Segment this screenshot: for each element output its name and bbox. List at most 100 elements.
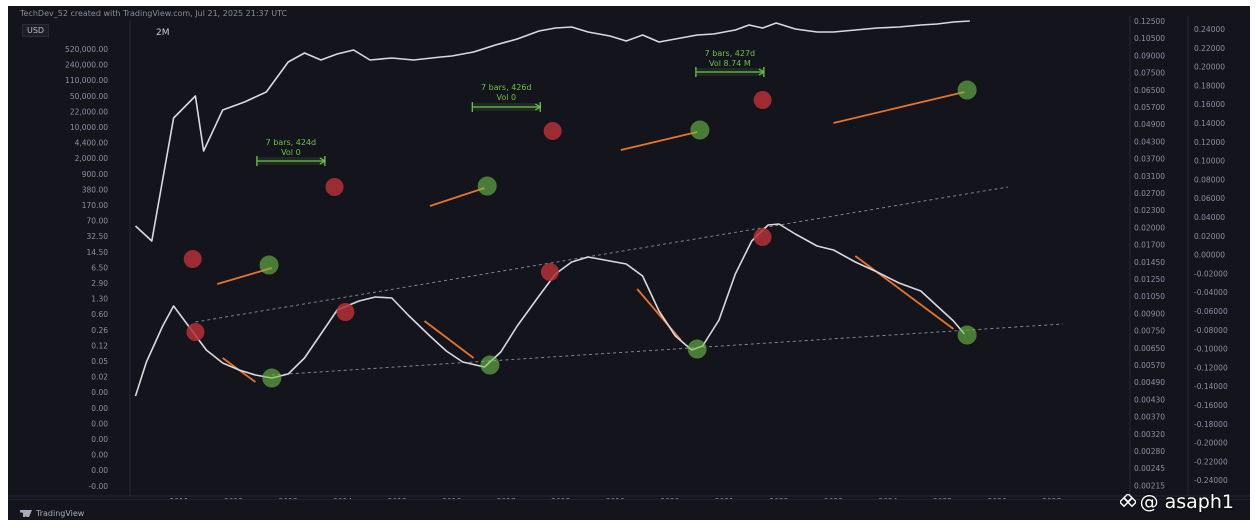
trough-marker xyxy=(957,325,977,345)
left-axis-tick-label: 2.90 xyxy=(91,279,108,288)
left-axis-tick-label: 70.00 xyxy=(87,217,109,226)
left-axis-tick-label: 0.12 xyxy=(91,341,108,350)
right-axis-tick-label: -0.04000 xyxy=(1194,288,1228,297)
annotation-bars-text: 7 bars, 424d xyxy=(266,138,317,147)
right-axis-tick-label: -0.08000 xyxy=(1194,326,1228,335)
peak-marker xyxy=(325,178,344,196)
left-axis-tick-label: 0.00 xyxy=(91,435,108,444)
tradingview-brand-text: TradingView xyxy=(36,509,85,518)
mid-axis-tick-label: 0.00245 xyxy=(1134,464,1165,473)
currency-badge[interactable]: USD xyxy=(22,24,50,37)
mid-axis-tick-label: 0.04300 xyxy=(1134,137,1165,146)
mid-axis-tick-label: 0.09000 xyxy=(1134,51,1165,60)
left-axis-tick-label: -0.00 xyxy=(89,482,109,491)
right-axis-tick-label: -0.14000 xyxy=(1194,382,1228,391)
right-axis-tick-label: 0.04000 xyxy=(1194,213,1225,222)
left-axis-tick-label: 240,000.00 xyxy=(65,61,108,70)
mid-axis-tick-label: 0.01450 xyxy=(1134,258,1165,267)
left-axis-tick-label: 110,000.00 xyxy=(65,76,108,85)
right-axis-tick-label: -0.06000 xyxy=(1194,307,1228,316)
right-axis-tick-label: 0.00000 xyxy=(1194,251,1225,260)
trough-marker xyxy=(480,355,500,375)
right-axis-tick-label: 0.06000 xyxy=(1194,194,1225,203)
mid-axis-tick-label: 0.02000 xyxy=(1134,223,1165,232)
tradingview-logo[interactable]: TradingView xyxy=(20,509,84,518)
orange-trend-segment xyxy=(423,320,475,359)
mid-axis-tick-label: 0.12500 xyxy=(1134,17,1165,26)
annotation-volume-text: Vol 0 xyxy=(281,148,301,157)
orange-trend-segment xyxy=(620,131,698,151)
left-axis-tick-label: 170.00 xyxy=(82,201,108,210)
right-axis-tick-label: 0.10000 xyxy=(1194,157,1225,166)
range-bracket-arrow xyxy=(534,103,542,111)
mid-axis-tick-label: 0.03700 xyxy=(1134,155,1165,164)
mid-axis-tick-label: 0.00215 xyxy=(1134,481,1165,490)
peak-marker xyxy=(753,228,772,246)
oscillator-series-line xyxy=(134,223,966,397)
annotation-bars-text: 7 bars, 427d xyxy=(705,49,756,58)
chart-svg[interactable]: 520,000.00 240,000.00 110,000.00 50,000.00 2… xyxy=(8,6,1250,520)
right-axis-tick-label: 0.16000 xyxy=(1194,100,1225,109)
left-axis-tick-label: 32.50 xyxy=(87,232,109,241)
annotation-bars-text: 7 bars, 426d xyxy=(481,83,532,92)
diamond-logo-icon xyxy=(1119,494,1136,508)
trough-marker xyxy=(477,176,497,196)
left-axis-tick-label: 0.00 xyxy=(91,404,108,413)
left-axis-tick-label: 50,000.00 xyxy=(70,92,108,101)
peak-marker xyxy=(183,250,202,268)
right-axis-tick-label: 0.18000 xyxy=(1194,81,1225,90)
footer-bar: TradingView xyxy=(8,499,1250,520)
right-axis-tick-label: -0.18000 xyxy=(1194,420,1228,429)
mid-axis-tick-label: 0.00900 xyxy=(1134,309,1165,318)
orange-trend-segment xyxy=(429,187,485,207)
left-axis-tick-label: 0.00 xyxy=(91,466,108,475)
left-axis-tick-label: 6.50 xyxy=(91,263,108,272)
mid-axis-tick-label: 0.00490 xyxy=(1134,378,1165,387)
right-axis-tick-label: 0.24000 xyxy=(1194,25,1225,34)
left-axis-tick-label: 380.00 xyxy=(82,185,108,194)
left-axis-tick-label: 10,000.00 xyxy=(70,123,108,132)
peak-marker xyxy=(753,91,772,109)
left-axis-tick-label: 0.00 xyxy=(91,451,108,460)
mid-axis-tick-label: 0.00650 xyxy=(1134,344,1165,353)
trough-marker xyxy=(259,255,279,275)
left-axis-tick-label: 0.00 xyxy=(91,419,108,428)
left-axis-tick-label: 520,000.00 xyxy=(65,45,108,54)
trough-marker xyxy=(687,339,707,359)
right-axis-tick-label: -0.22000 xyxy=(1194,457,1228,466)
mid-axis-tick-label: 0.03100 xyxy=(1134,172,1165,181)
tradingview-mark-icon xyxy=(20,510,32,517)
left-axis-tick-label: 900.00 xyxy=(82,170,108,179)
left-axis-tick-label: 4,400.00 xyxy=(75,139,109,148)
right-axis-tick-label: -0.02000 xyxy=(1194,269,1228,278)
right-axis-tick-label: 0.02000 xyxy=(1194,232,1225,241)
right-axis-tick-label: -0.10000 xyxy=(1194,345,1228,354)
right-axis-tick-label: 0.22000 xyxy=(1194,44,1225,53)
watermark-handle: @ asaph1 xyxy=(1139,491,1234,513)
mid-axis-tick-label: 0.02700 xyxy=(1134,189,1165,198)
attribution-text: TechDev_52 created with TradingView.com,… xyxy=(20,9,288,18)
right-axis-tick-label: -0.16000 xyxy=(1194,401,1228,410)
watermark: @ asaph1 xyxy=(1119,491,1234,513)
left-axis-tick-label: 14.50 xyxy=(87,248,109,257)
range-bracket-fill xyxy=(256,157,325,165)
range-bracket-arrow xyxy=(758,68,766,76)
right-axis-tick-label: -0.24000 xyxy=(1194,476,1228,485)
mid-axis-tick-label: 0.05700 xyxy=(1134,103,1165,112)
range-bracket-fill xyxy=(695,68,764,76)
trough-marker xyxy=(690,120,710,140)
right-axis-tick-label: -0.12000 xyxy=(1194,363,1228,372)
peak-marker xyxy=(540,263,559,281)
right-axis-tick-label: 0.20000 xyxy=(1194,63,1225,72)
trough-marker xyxy=(957,80,977,100)
left-axis-tick-label: 1.30 xyxy=(91,295,108,304)
left-axis-tick-label: 22,000.00 xyxy=(70,107,108,116)
peak-marker xyxy=(186,323,205,341)
price-series-line xyxy=(134,20,970,242)
peak-marker xyxy=(336,303,355,321)
right-axis-tick-label: -0.20000 xyxy=(1194,439,1228,448)
trough-marker xyxy=(262,368,282,388)
mid-axis-tick-label: 0.06500 xyxy=(1134,86,1165,95)
left-axis-tick-label: 0.02 xyxy=(91,373,108,382)
peak-marker xyxy=(543,122,562,140)
